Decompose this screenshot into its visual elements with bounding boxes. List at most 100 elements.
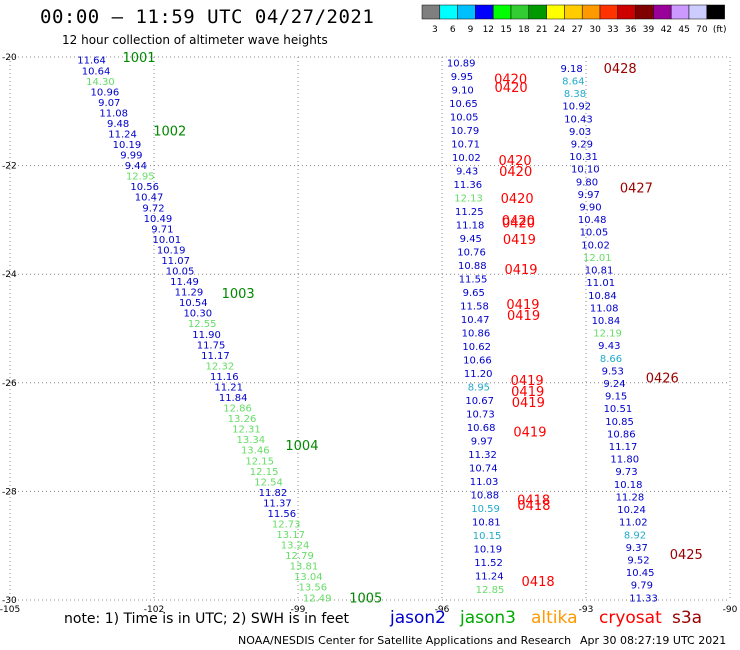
wave-height-label: 9.18: [560, 64, 582, 75]
wave-height-label: 10.47: [135, 193, 164, 204]
color-swatch: [706, 4, 725, 20]
color-scale-label: 36: [625, 25, 637, 35]
wave-height-label: 10.88: [458, 261, 487, 272]
wave-height-label: 9.79: [631, 581, 653, 592]
wave-height-label: 11.80: [610, 455, 639, 466]
wave-height-label: 9.48: [107, 119, 129, 130]
wave-height-label: 9.90: [579, 203, 601, 214]
wave-height-label: 10.74: [469, 464, 498, 475]
color-scale-label: 30: [589, 25, 601, 35]
wave-height-label: 13.04: [294, 572, 323, 583]
wave-height-label: 9.07: [98, 98, 120, 109]
wave-height-label: 13.56: [298, 583, 327, 594]
wave-height-label: 12.73: [272, 520, 301, 531]
pass-time-label: 0418: [517, 499, 550, 514]
wave-height-label: 11.90: [192, 330, 221, 341]
pass-time-label: 1004: [285, 439, 318, 454]
lon-tick-label: -102: [144, 605, 164, 615]
pass-time-label: 0419: [504, 263, 537, 278]
wave-height-label: 10.30: [183, 309, 212, 320]
wave-height-label: 9.37: [626, 543, 648, 554]
wave-height-label: 10.85: [605, 417, 634, 428]
pass-time-label: 1002: [153, 124, 186, 139]
wave-height-label: 10.65: [449, 99, 478, 110]
pass-time-label: 0425: [670, 548, 703, 563]
wave-height-label: 9.03: [569, 127, 591, 138]
wave-height-label: 10.49: [144, 214, 173, 225]
wave-height-label: 9.24: [603, 379, 625, 390]
color-scale-label: (ft): [713, 25, 727, 35]
wave-height-label: 10.02: [452, 153, 481, 164]
wave-height-label: 9.45: [460, 234, 482, 245]
wave-height-label: 9.52: [627, 555, 649, 566]
color-scale-label: 15: [500, 25, 511, 35]
wave-height-label: 9.97: [471, 437, 493, 448]
wave-height-label: 10.84: [592, 316, 621, 327]
wave-height-label: 11.01: [586, 278, 615, 289]
color-scale-label: 70: [696, 25, 708, 35]
wave-height-label: 12.15: [250, 467, 279, 478]
pass-time-label: 0419: [511, 374, 544, 389]
wave-height-label: 11.17: [201, 351, 230, 362]
color-scale-bar: 3 6 9 12 15 18 21 24 27 30 33 36 39 42 45 70 (ft): [421, 4, 727, 35]
wave-height-label: 11.03: [470, 477, 499, 488]
wave-height-label: 10.02: [581, 240, 610, 251]
wave-height-label: 11.37: [263, 498, 292, 509]
wave-height-label: 11.17: [609, 442, 638, 453]
wave-height-label: 12.32: [206, 361, 235, 372]
wave-height-label: 9.53: [602, 366, 624, 377]
wave-height-label: 13.24: [281, 541, 310, 552]
wave-height-label: 11.24: [475, 572, 504, 583]
wave-height-label: 8.92: [624, 530, 646, 541]
lat-tick-label: -30: [2, 596, 17, 606]
wave-height-label: 11.55: [459, 275, 488, 286]
wave-height-label: 11.33: [629, 593, 658, 604]
wave-height-label: 11.24: [108, 129, 137, 140]
pass-time-label: 0427: [620, 181, 653, 196]
wave-height-label: 10.24: [617, 505, 646, 516]
wave-height-label: 13.26: [228, 414, 257, 425]
pass-time-label: 0419: [503, 233, 536, 248]
wave-height-label: 11.16: [210, 372, 239, 383]
lon-tick-label: -105: [0, 605, 20, 615]
pass-time-label: 0419: [507, 309, 540, 324]
wave-height-label: 10.47: [461, 315, 490, 326]
wave-height-label: 11.32: [468, 450, 497, 461]
wave-height-label: 11.52: [474, 558, 503, 569]
wave-height-label: 10.43: [564, 114, 593, 125]
page-subtitle: 12 hour collection of altimeter wave hei…: [62, 33, 328, 47]
wave-height-label: 12.85: [476, 585, 505, 596]
color-scale-label: 6: [450, 25, 456, 35]
wave-height-label: 9.44: [125, 161, 147, 172]
wave-height-label: 11.82: [259, 488, 288, 499]
footer-note: note: 1) Time is in UTC; 2) SWH is in fe…: [64, 611, 350, 627]
wave-height-label: 10.81: [585, 266, 614, 277]
wave-height-label: 14.30: [86, 77, 115, 88]
color-scale-label: 24: [554, 25, 566, 35]
wave-height-label: 10.86: [462, 329, 491, 340]
lat-tick-label: -22: [2, 162, 17, 172]
wave-height-label: 10.18: [614, 480, 643, 491]
wave-height-label: 10.67: [465, 396, 494, 407]
page-title: 00:00 – 11:59 UTC 04/27/2021: [40, 6, 375, 28]
wave-height-label: 10.56: [130, 182, 159, 193]
lon-tick-label: -93: [579, 605, 594, 615]
wave-height-label: 12.54: [254, 477, 283, 488]
pass-time-label: 0418: [517, 494, 550, 509]
wave-height-label: 11.29: [175, 288, 204, 299]
color-scale-label: 12: [483, 25, 494, 35]
legend-jason2: jason2: [390, 608, 446, 628]
lon-tick-label: -96: [435, 605, 450, 615]
lat-tick-label: -26: [2, 379, 17, 389]
wave-height-label: 9.43: [598, 341, 620, 352]
wave-height-label: 9.99: [120, 151, 142, 162]
wave-height-label: 10.68: [467, 423, 496, 434]
pass-time-label: 0420: [494, 73, 527, 88]
wave-height-label: 11.75: [197, 340, 226, 351]
pass-time-label: 0420: [495, 81, 528, 96]
wave-height-label: 10.59: [471, 504, 500, 515]
wave-height-label: 10.45: [626, 568, 655, 579]
wave-height-label: 11.28: [616, 492, 645, 503]
legend-cryosat: cryosat: [599, 608, 662, 628]
